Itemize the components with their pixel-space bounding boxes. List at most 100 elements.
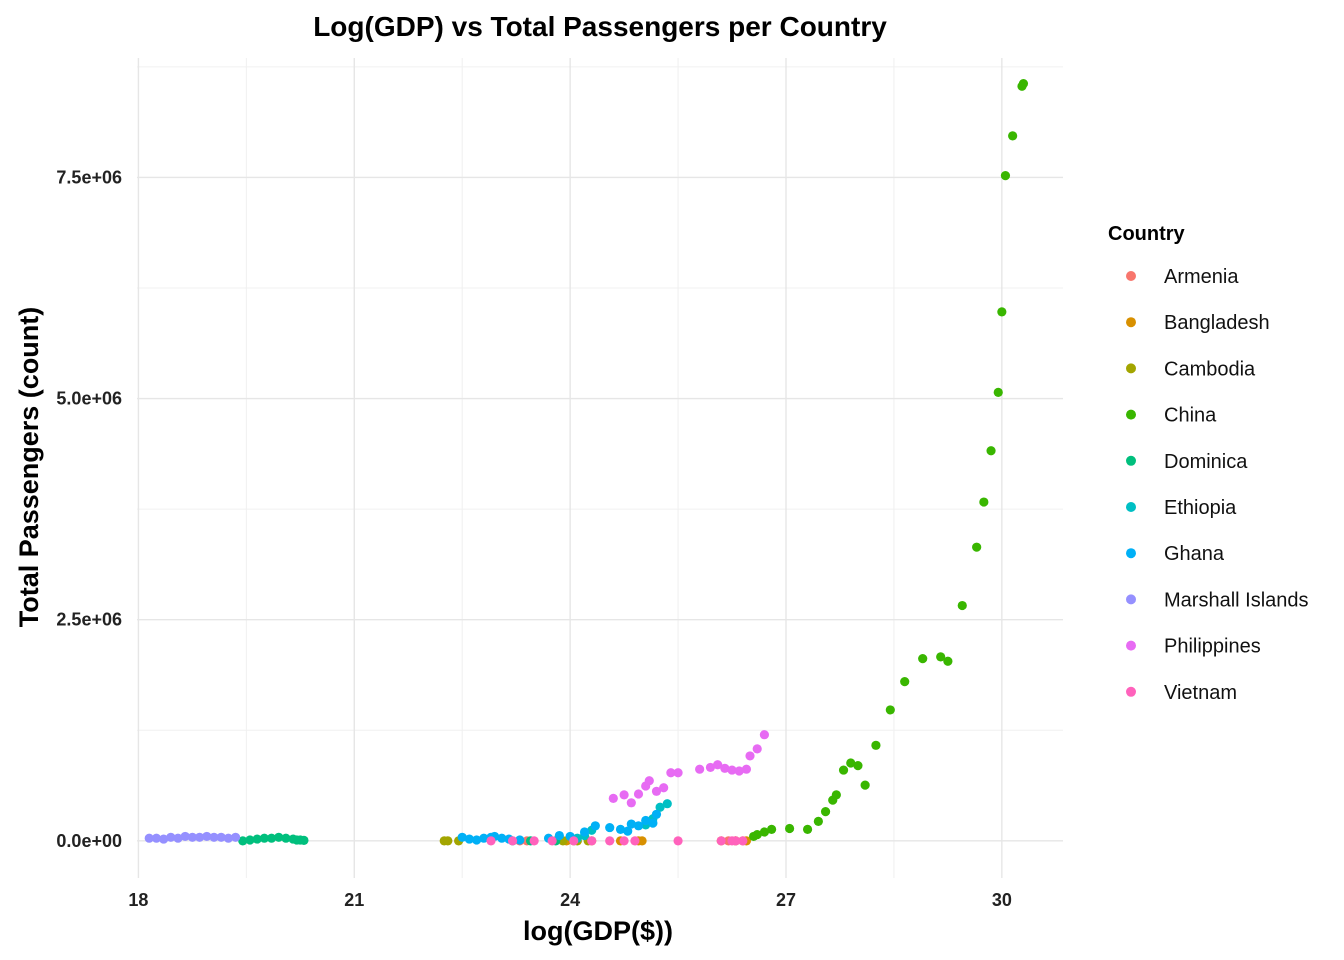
point-philippines <box>752 744 762 754</box>
legend-key-china <box>1126 409 1136 420</box>
point-philippines <box>705 762 716 773</box>
point-china <box>1000 171 1011 181</box>
point-ghana <box>626 819 636 829</box>
point-ghana <box>633 821 644 831</box>
point-vietnam <box>547 836 557 846</box>
point-china <box>972 542 982 552</box>
point-ghana <box>457 832 467 842</box>
legend-key-ethiopia <box>1126 502 1136 512</box>
point-china <box>752 830 762 840</box>
point-vietnam <box>731 836 741 846</box>
point-china <box>767 824 777 834</box>
y-tick-label: 2.5e+06 <box>56 610 122 630</box>
point-marshall-islands <box>180 831 190 842</box>
point-vietnam <box>673 836 683 846</box>
point-philippines <box>619 790 629 800</box>
point-china <box>853 761 863 771</box>
point-dominica <box>274 832 284 842</box>
point-marshall-islands <box>173 833 183 843</box>
legend-label-vietnam: Vietnam <box>1164 682 1237 704</box>
y-tick-label: 7.5e+06 <box>56 167 122 187</box>
point-philippines <box>734 766 744 776</box>
point-dominica <box>299 835 309 846</box>
x-axis-title: log(GDP($)) <box>523 916 673 946</box>
point-vietnam <box>630 836 640 846</box>
point-dominica <box>252 834 262 844</box>
point-philippines <box>651 786 662 796</box>
data-points <box>144 79 1029 846</box>
point-ghana <box>651 809 662 819</box>
legend-key-marshall-islands <box>1126 594 1136 605</box>
point-dominica <box>259 833 269 843</box>
x-tick-label: 24 <box>560 890 580 910</box>
point-philippines <box>644 776 654 786</box>
point-dominica <box>245 835 255 845</box>
point-china <box>993 387 1003 397</box>
legend: Country Armenia Bangladesh Cambodia China Do… <box>1108 223 1309 704</box>
point-ghana <box>623 826 633 836</box>
point-china <box>900 677 910 687</box>
point-marshall-islands <box>159 834 169 844</box>
point-china <box>986 446 996 456</box>
point-marshall-islands <box>166 832 176 842</box>
chart-title: Log(GDP) vs Total Passengers per Country <box>313 11 887 42</box>
point-china <box>813 816 823 826</box>
point-china <box>838 765 849 775</box>
x-tick-label: 30 <box>992 890 1012 910</box>
point-marshall-islands <box>223 833 233 843</box>
legend-label-cambodia: Cambodia <box>1164 358 1256 380</box>
legend-title: Country <box>1108 223 1186 245</box>
point-vietnam <box>619 836 629 846</box>
point-philippines <box>759 730 770 740</box>
point-vietnam <box>569 836 579 846</box>
point-ghana <box>479 833 489 843</box>
y-axis-title: Total Passengers (count) <box>14 307 44 628</box>
point-ghana <box>515 835 525 845</box>
x-tick-label: 27 <box>776 890 796 910</box>
point-philippines <box>666 768 676 778</box>
point-china <box>860 780 870 790</box>
point-philippines <box>673 768 683 778</box>
point-china <box>831 790 841 800</box>
legend-key-cambodia <box>1126 363 1136 374</box>
point-marshall-islands <box>187 832 198 842</box>
point-china <box>784 823 795 834</box>
point-marshall-islands <box>144 833 154 843</box>
point-china <box>802 824 813 834</box>
point-china <box>871 740 881 750</box>
point-bangladesh <box>637 836 647 846</box>
point-vietnam <box>716 836 726 846</box>
point-ghana <box>615 824 626 834</box>
legend-key-ghana <box>1126 548 1136 559</box>
point-philippines <box>695 764 705 774</box>
legend-key-philippines <box>1126 640 1136 651</box>
point-dominica <box>281 833 291 843</box>
point-china <box>820 807 831 817</box>
grid <box>137 58 1063 878</box>
point-vietnam <box>738 836 748 846</box>
point-marshall-islands <box>194 832 205 842</box>
y-tick-label: 5.0e+06 <box>56 389 122 409</box>
y-tick-label: 0.0e+00 <box>56 831 122 851</box>
point-china <box>918 654 928 664</box>
point-ethiopia <box>655 802 665 812</box>
point-ethiopia <box>662 799 672 809</box>
legend-label-china: China <box>1164 405 1217 427</box>
axis-ticks: 18 21 24 27 30 0.0e+00 2.5e+06 5.0e+06 7.5e+06 <box>56 167 1011 910</box>
legend-label-dominica: Dominica <box>1164 451 1248 473</box>
legend-label-marshall-islands: Marshall Islands <box>1164 589 1309 611</box>
point-ghana <box>464 834 475 844</box>
point-ghana <box>605 822 615 833</box>
point-china <box>997 307 1007 317</box>
point-china <box>885 705 895 715</box>
point-vietnam <box>587 836 597 846</box>
point-philippines <box>626 798 636 808</box>
point-dominica <box>266 833 277 843</box>
point-china <box>943 656 953 666</box>
point-vietnam <box>486 836 496 846</box>
legend-key-bangladesh <box>1126 317 1136 328</box>
point-marshall-islands <box>230 832 241 842</box>
point-vietnam <box>507 836 518 846</box>
point-vietnam <box>605 836 615 846</box>
